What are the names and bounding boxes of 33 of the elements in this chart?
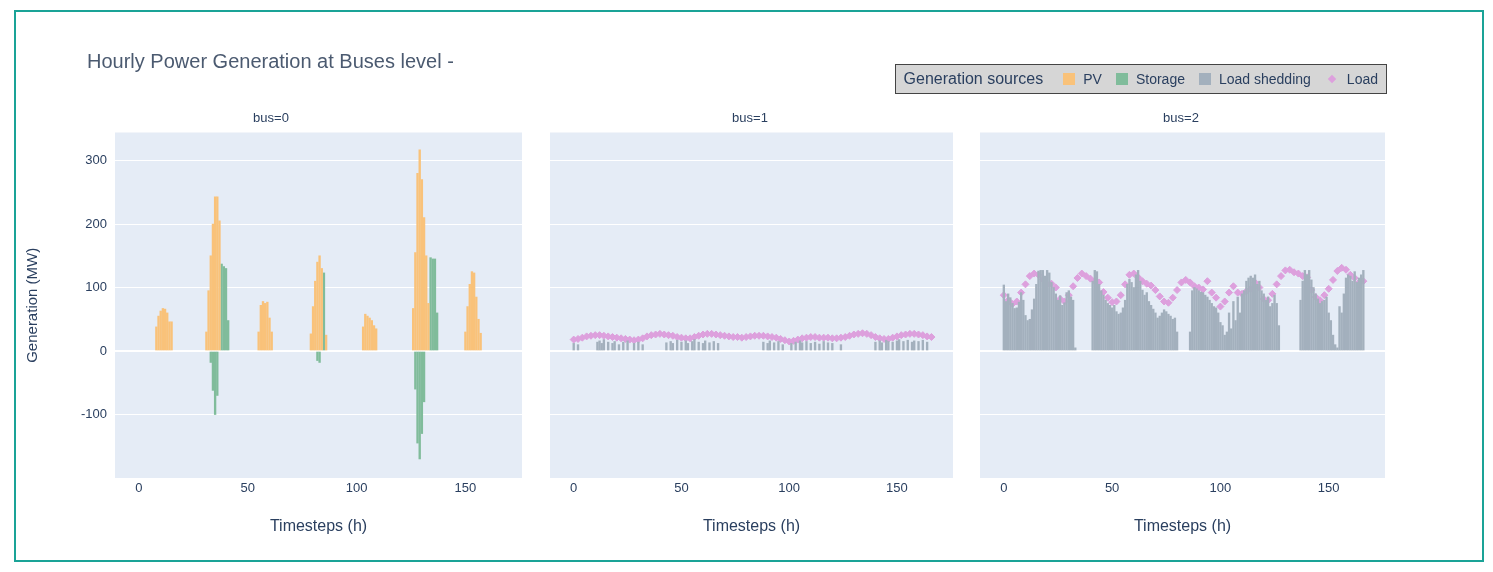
- chart-title: Hourly Power Generation at Buses level -: [87, 50, 454, 73]
- chart-subtitle: bus=1: [732, 110, 768, 126]
- x-tick-label: 0: [1000, 480, 1008, 496]
- legend-label: Load shedding: [1218, 71, 1311, 87]
- y-tick-label: 200: [85, 215, 107, 231]
- y-tick-label: 0: [99, 342, 107, 358]
- legend-label: Storage: [1135, 71, 1185, 87]
- x-tick-label: 0: [570, 480, 578, 496]
- legend-label: Load: [1346, 71, 1378, 87]
- y-tick-label: -100: [80, 406, 107, 422]
- y-tick-label: 100: [85, 279, 107, 295]
- x-tick-label: 150: [886, 480, 908, 496]
- bar: [1232, 301, 1235, 351]
- x-axis-title: Timesteps (h): [269, 516, 368, 534]
- x-tick-label: 150: [1317, 480, 1340, 496]
- x-tick-label: 100: [345, 480, 368, 496]
- x-tick-label: 150: [454, 480, 477, 496]
- x-tick-label: 50: [240, 480, 255, 496]
- x-axis-title: Timesteps (h): [702, 516, 801, 534]
- chart-subtitle: bus=2: [1163, 110, 1199, 126]
- bar: [1338, 306, 1341, 351]
- legend-label: PV: [1083, 71, 1102, 87]
- x-tick-label: 0: [135, 480, 143, 496]
- x-tick-label: 100: [1209, 480, 1232, 496]
- x-tick-label: 50: [674, 480, 689, 496]
- x-tick-label: 50: [1104, 480, 1120, 496]
- y-axis-title: Generation (MW): [23, 247, 41, 363]
- y-tick-label: 300: [85, 152, 107, 168]
- x-tick-label: 100: [778, 480, 801, 496]
- legend-title: Generation sources: [903, 70, 1044, 88]
- x-axis-title: Timesteps (h): [1133, 516, 1232, 534]
- chart-subtitle: bus=0: [253, 110, 289, 126]
- bar: [157, 315, 160, 351]
